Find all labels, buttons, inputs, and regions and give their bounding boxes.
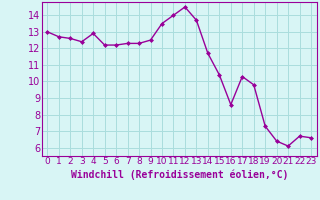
X-axis label: Windchill (Refroidissement éolien,°C): Windchill (Refroidissement éolien,°C) xyxy=(70,169,288,180)
